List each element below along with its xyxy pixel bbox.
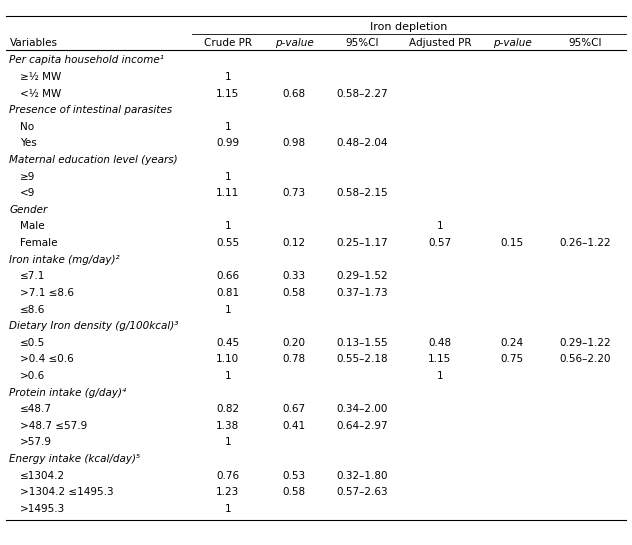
Text: ≥9: ≥9: [20, 172, 35, 181]
Text: Iron intake (mg/day)²: Iron intake (mg/day)²: [9, 255, 120, 265]
Text: 0.81: 0.81: [216, 288, 240, 298]
Text: Iron depletion: Iron depletion: [370, 22, 447, 32]
Text: 1: 1: [224, 122, 231, 132]
Text: 0.57: 0.57: [428, 238, 451, 248]
Text: Presence of intestinal parasites: Presence of intestinal parasites: [9, 105, 173, 115]
Text: 0.76: 0.76: [216, 470, 240, 481]
Text: Female: Female: [20, 238, 58, 248]
Text: 0.33: 0.33: [283, 271, 306, 281]
Text: 0.55: 0.55: [216, 238, 240, 248]
Text: 0.75: 0.75: [501, 354, 523, 365]
Text: >1304.2 ≤1495.3: >1304.2 ≤1495.3: [20, 487, 114, 497]
Text: 0.15: 0.15: [501, 238, 523, 248]
Text: 1: 1: [224, 371, 231, 381]
Text: >0.4 ≤0.6: >0.4 ≤0.6: [20, 354, 74, 365]
Text: Yes: Yes: [20, 138, 37, 148]
Text: 0.58: 0.58: [283, 487, 306, 497]
Text: 1: 1: [224, 221, 231, 232]
Text: 0.67: 0.67: [283, 404, 306, 414]
Text: Male: Male: [20, 221, 45, 232]
Text: Variables: Variables: [9, 38, 58, 48]
Text: 0.34–2.00: 0.34–2.00: [337, 404, 388, 414]
Text: ≤7.1: ≤7.1: [20, 271, 46, 281]
Text: <½ MW: <½ MW: [20, 89, 61, 99]
Text: Adjusted PR: Adjusted PR: [409, 38, 471, 48]
Text: 0.53: 0.53: [283, 470, 306, 481]
Text: 1.38: 1.38: [216, 421, 240, 431]
Text: ≥½ MW: ≥½ MW: [20, 72, 61, 82]
Text: 0.66: 0.66: [216, 271, 240, 281]
Text: 1.11: 1.11: [216, 188, 240, 198]
Text: 1.23: 1.23: [216, 487, 240, 497]
Text: 1.10: 1.10: [216, 354, 240, 365]
Text: 0.48–2.04: 0.48–2.04: [337, 138, 388, 148]
Text: >1495.3: >1495.3: [20, 504, 66, 514]
Text: p-value: p-value: [275, 38, 313, 48]
Text: ≤1304.2: ≤1304.2: [20, 470, 65, 481]
Text: ≤48.7: ≤48.7: [20, 404, 52, 414]
Text: Energy intake (kcal/day)⁵: Energy intake (kcal/day)⁵: [9, 454, 140, 464]
Text: 0.37–1.73: 0.37–1.73: [337, 288, 388, 298]
Text: 1: 1: [224, 504, 231, 514]
Text: 0.99: 0.99: [216, 138, 240, 148]
Text: Per capita household income¹: Per capita household income¹: [9, 56, 164, 65]
Text: 1: 1: [437, 221, 443, 232]
Text: 1: 1: [224, 172, 231, 181]
Text: 0.73: 0.73: [283, 188, 306, 198]
Text: 0.98: 0.98: [283, 138, 306, 148]
Text: 0.20: 0.20: [283, 338, 306, 348]
Text: 1: 1: [224, 438, 231, 447]
Text: Maternal education level (years): Maternal education level (years): [9, 155, 178, 165]
Text: 1: 1: [224, 305, 231, 314]
Text: 1: 1: [224, 72, 231, 82]
Text: 0.78: 0.78: [283, 354, 306, 365]
Text: 0.41: 0.41: [283, 421, 306, 431]
Text: Dietary Iron density (g/100kcal)³: Dietary Iron density (g/100kcal)³: [9, 321, 179, 331]
Text: 0.57–2.63: 0.57–2.63: [337, 487, 388, 497]
Text: 0.58: 0.58: [283, 288, 306, 298]
Text: Gender: Gender: [9, 205, 48, 215]
Text: 0.58–2.15: 0.58–2.15: [337, 188, 388, 198]
Text: 0.13–1.55: 0.13–1.55: [337, 338, 388, 348]
Text: p-value: p-value: [493, 38, 532, 48]
Text: 0.32–1.80: 0.32–1.80: [337, 470, 388, 481]
Text: >48.7 ≤57.9: >48.7 ≤57.9: [20, 421, 87, 431]
Text: ≤0.5: ≤0.5: [20, 338, 46, 348]
Text: 1: 1: [437, 371, 443, 381]
Text: Crude PR: Crude PR: [204, 38, 252, 48]
Text: >0.6: >0.6: [20, 371, 46, 381]
Text: 0.82: 0.82: [216, 404, 240, 414]
Text: No: No: [20, 122, 34, 132]
Text: 95%CI: 95%CI: [568, 38, 602, 48]
Text: 0.55–2.18: 0.55–2.18: [337, 354, 388, 365]
Text: 0.68: 0.68: [283, 89, 306, 99]
Text: 0.64–2.97: 0.64–2.97: [337, 421, 388, 431]
Text: 0.29–1.22: 0.29–1.22: [559, 338, 611, 348]
Text: 0.58–2.27: 0.58–2.27: [337, 89, 388, 99]
Text: >7.1 ≤8.6: >7.1 ≤8.6: [20, 288, 74, 298]
Text: 0.29–1.52: 0.29–1.52: [337, 271, 388, 281]
Text: >57.9: >57.9: [20, 438, 52, 447]
Text: ≤8.6: ≤8.6: [20, 305, 46, 314]
Text: 0.26–1.22: 0.26–1.22: [559, 238, 611, 248]
Text: 1.15: 1.15: [428, 354, 451, 365]
Text: 0.48: 0.48: [428, 338, 451, 348]
Text: 0.12: 0.12: [283, 238, 306, 248]
Text: 0.24: 0.24: [501, 338, 523, 348]
Text: <9: <9: [20, 188, 35, 198]
Text: 0.45: 0.45: [216, 338, 240, 348]
Text: Protein intake (g/day)⁴: Protein intake (g/day)⁴: [9, 387, 126, 397]
Text: 0.25–1.17: 0.25–1.17: [337, 238, 388, 248]
Text: 0.56–2.20: 0.56–2.20: [559, 354, 611, 365]
Text: 1.15: 1.15: [216, 89, 240, 99]
Text: 95%CI: 95%CI: [346, 38, 379, 48]
